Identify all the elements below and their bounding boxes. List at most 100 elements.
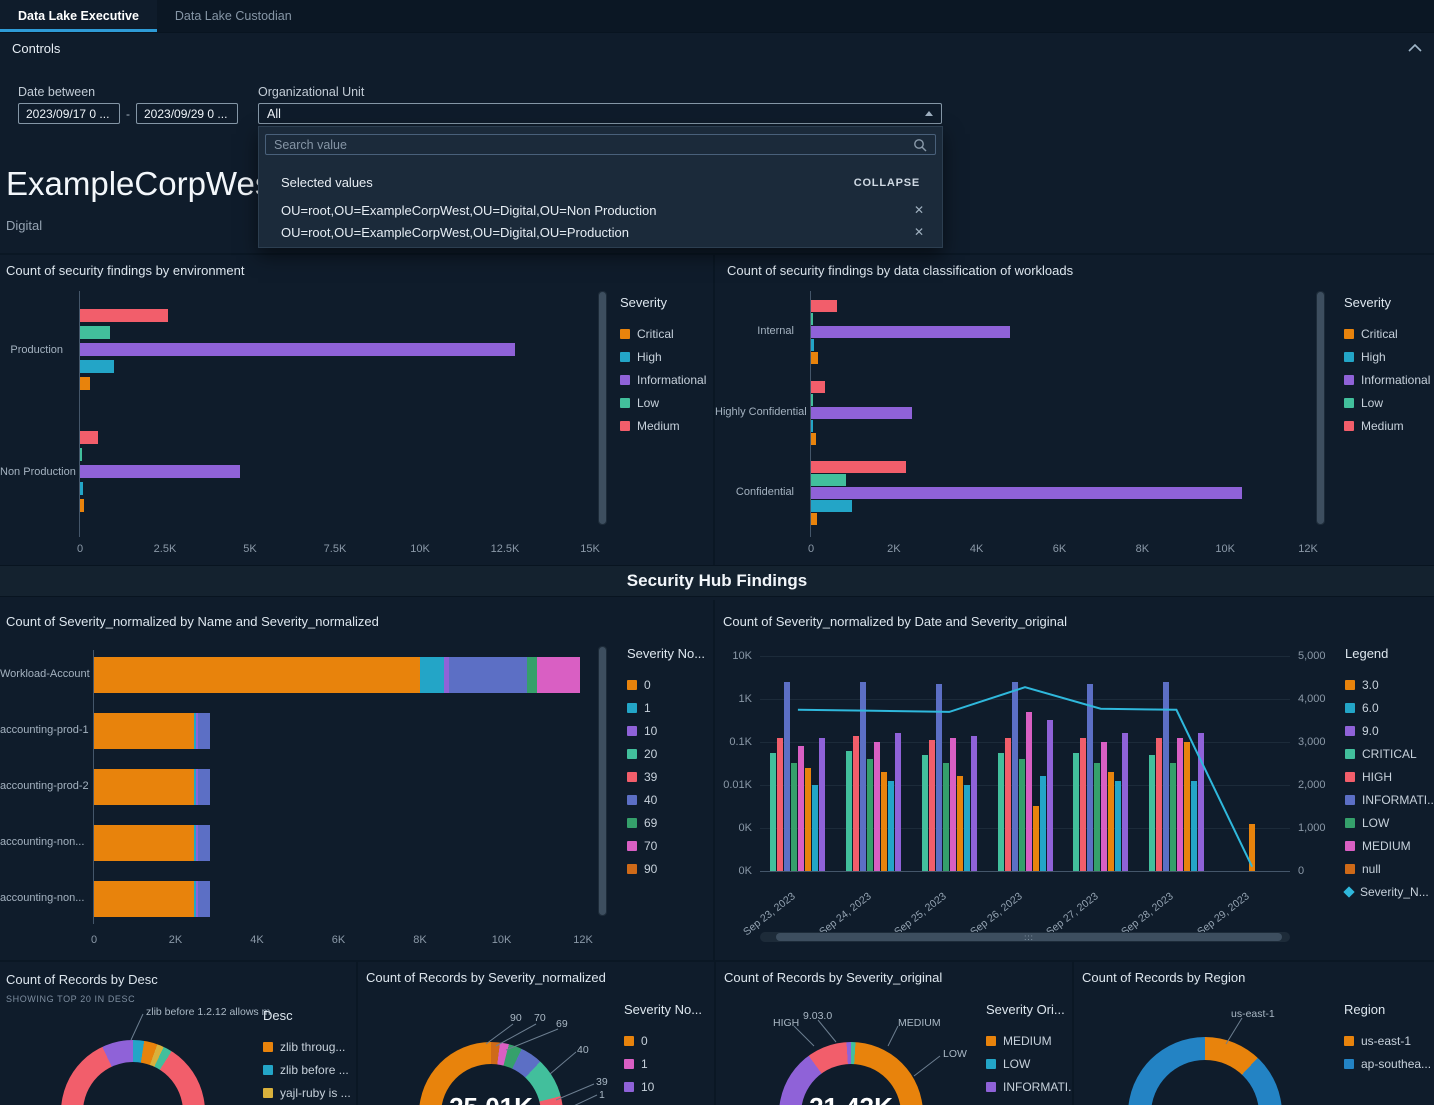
scrollbar-thumb[interactable] [599, 647, 606, 915]
segment-1[interactable] [193, 769, 197, 805]
bar-3.0[interactable] [1108, 772, 1115, 871]
bar-LOW[interactable] [942, 763, 949, 871]
segment-40[interactable] [449, 657, 527, 693]
bar-6.0[interactable] [963, 785, 970, 871]
legend-item[interactable]: 69 [627, 816, 705, 830]
bar-3.0[interactable] [1032, 806, 1039, 871]
segment-0[interactable] [94, 657, 420, 693]
legend-item[interactable]: Critical [1344, 327, 1430, 341]
legend-item[interactable]: 90 [627, 862, 705, 876]
bar-LOW[interactable] [1018, 759, 1025, 871]
legend-item[interactable]: Medium [1344, 419, 1430, 433]
legend-item[interactable]: 1 [624, 1057, 702, 1071]
legend-item[interactable]: INFORMATI... [1345, 793, 1434, 807]
legend-item[interactable]: CRITICAL [1345, 747, 1434, 761]
bar-9.0[interactable] [1122, 733, 1129, 871]
segment-0[interactable] [94, 713, 194, 749]
legend-item[interactable]: High [620, 350, 706, 364]
bar-Informational[interactable] [80, 343, 516, 356]
date-from-input[interactable]: 2023/09/17 0 ... [18, 103, 120, 124]
bar-LOW[interactable] [791, 763, 798, 871]
bar-CRITICAL[interactable] [1148, 755, 1155, 871]
segment-10[interactable] [444, 657, 450, 693]
legend-item[interactable]: null [1345, 862, 1434, 876]
bar-Low[interactable] [811, 474, 847, 486]
segment-40[interactable] [198, 769, 211, 805]
bar-Critical[interactable] [80, 499, 84, 512]
legend-item[interactable]: 6.0 [1345, 701, 1434, 715]
bar-Critical[interactable] [811, 513, 817, 525]
bar-6.0[interactable] [1115, 781, 1122, 871]
legend-item[interactable]: HIGH [986, 1103, 1078, 1105]
segment-1[interactable] [193, 825, 197, 861]
bar-CRITICAL[interactable] [1073, 753, 1080, 871]
tab-data-lake-custodian[interactable]: Data Lake Custodian [174, 9, 292, 23]
legend-item[interactable]: 3.0 [1345, 678, 1434, 692]
collapse-button[interactable]: COLLAPSE [853, 176, 920, 189]
legend-item[interactable]: HIGH [1345, 770, 1434, 784]
legend-item[interactable]: LOW [986, 1057, 1078, 1071]
scrollbar-thumb[interactable] [599, 292, 606, 524]
bar-3.0[interactable] [1249, 824, 1256, 871]
legend-item[interactable]: MEDIUM [986, 1034, 1078, 1048]
bar-CRITICAL[interactable] [921, 755, 928, 871]
bar-Informational[interactable] [811, 326, 1010, 338]
bar-3.0[interactable] [956, 776, 963, 871]
segment-40[interactable] [198, 881, 211, 917]
legend-item[interactable]: yajl-ruby is ... [263, 1086, 351, 1100]
legend-item[interactable]: 20 [627, 747, 705, 761]
bar-MEDIUM[interactable] [1176, 738, 1183, 871]
date-to-input[interactable]: 2023/09/29 0 ... [136, 103, 238, 124]
scrollbar-thumb[interactable] [1317, 292, 1324, 524]
legend-item[interactable]: Critical [620, 327, 706, 341]
segment-70[interactable] [536, 657, 580, 693]
bar-9.0[interactable] [970, 736, 977, 871]
bar-6.0[interactable] [888, 781, 895, 871]
legend-item[interactable]: 0 [627, 678, 705, 692]
bar-Medium[interactable] [811, 461, 907, 473]
bar-CRITICAL[interactable] [770, 753, 777, 871]
bar-Medium[interactable] [80, 431, 99, 444]
bar-HIGH[interactable] [853, 736, 860, 871]
segment-1[interactable] [193, 713, 197, 749]
scrollbar-thumb[interactable]: ::: [776, 933, 1282, 942]
bar-HIGH[interactable] [1004, 738, 1011, 871]
bar-6.0[interactable] [812, 785, 819, 871]
remove-selected-icon[interactable]: ✕ [913, 225, 924, 239]
bar-MEDIUM[interactable] [1101, 742, 1108, 871]
bar-High[interactable] [80, 482, 83, 495]
bar-Informational[interactable] [811, 487, 1242, 499]
bar-LOW[interactable] [1169, 763, 1176, 871]
segment-10[interactable] [196, 881, 199, 917]
segment-0[interactable] [94, 881, 194, 917]
bar-LOW[interactable] [1094, 763, 1101, 871]
segment-1[interactable] [193, 881, 197, 917]
segment-0[interactable] [94, 825, 194, 861]
bar-HIGH[interactable] [1155, 738, 1162, 871]
bar-9.0[interactable] [1197, 733, 1204, 871]
bar-Informational[interactable] [811, 407, 913, 419]
legend-item[interactable]: 70 [627, 839, 705, 853]
vertical-scrollbar[interactable] [1316, 291, 1325, 525]
segment-69[interactable] [526, 657, 537, 693]
bar-INFORMATIONAL[interactable] [935, 684, 942, 871]
bar-Low[interactable] [811, 313, 814, 325]
legend-item[interactable]: us-east-1 [1344, 1034, 1431, 1048]
legend-item[interactable]: Informational [620, 373, 706, 387]
legend-item[interactable]: High [1344, 350, 1430, 364]
horizontal-scrollbar[interactable]: ::: [760, 932, 1290, 942]
legend-item[interactable]: Low [1344, 396, 1430, 410]
segment-10[interactable] [196, 713, 199, 749]
ou-dropdown[interactable]: All [258, 103, 942, 124]
legend-item[interactable]: 1 [627, 701, 705, 715]
bar-INFORMATIONAL[interactable] [784, 682, 791, 871]
bar-Critical[interactable] [80, 377, 90, 390]
legend-item[interactable]: Informational [1344, 373, 1430, 387]
bar-CRITICAL[interactable] [846, 751, 853, 871]
vertical-scrollbar[interactable] [598, 291, 607, 525]
bar-INFORMATIONAL[interactable] [1162, 682, 1169, 871]
legend-item[interactable]: 9.0 [1345, 724, 1434, 738]
legend-item[interactable]: Medium [620, 419, 706, 433]
legend-item[interactable]: zlib throug... [263, 1040, 351, 1054]
segment-1[interactable] [420, 657, 445, 693]
